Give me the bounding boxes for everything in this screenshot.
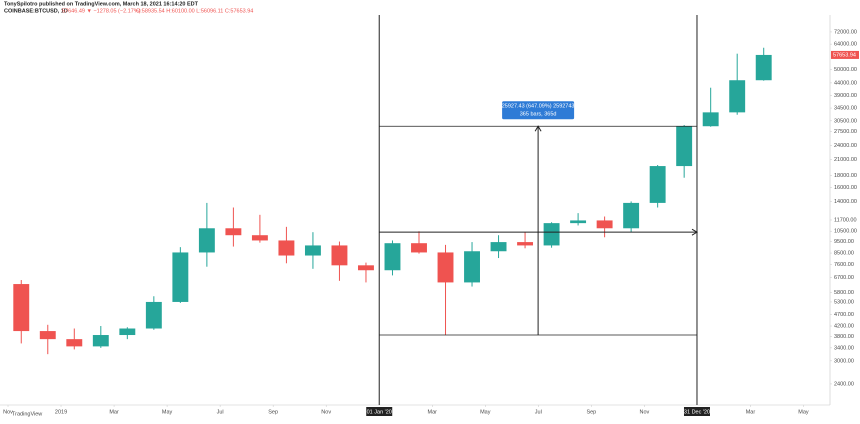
y-tick-label: 5300.00 (834, 299, 854, 305)
y-tick-label: 64000.00 (834, 42, 857, 48)
y-tick-label: 34500.00 (834, 106, 857, 112)
last-price-label: 57653.94 (833, 52, 856, 58)
x-tick-label: Nov (3, 409, 13, 415)
y-tick-label: 14000.00 (834, 199, 857, 205)
range-date-label: 01 Jan '20 (367, 409, 392, 415)
x-tick-label: Sep (268, 409, 278, 415)
x-tick-label: Mar (428, 409, 438, 415)
y-tick-label: 3800.00 (834, 334, 854, 340)
x-tick-label: Mar (746, 409, 756, 415)
range-date-label: 31 Dec '20 (684, 409, 710, 415)
candle-body (411, 243, 427, 253)
y-tick-label: 3000.00 (834, 358, 854, 364)
measure-bars: 365 bars, 365d (520, 112, 557, 118)
y-tick-label: 9500.00 (834, 239, 854, 245)
y-tick-label: 72000.00 (834, 29, 857, 35)
candle-body (702, 112, 719, 127)
x-tick-label: 2019 (55, 409, 67, 415)
candle-body (543, 223, 560, 246)
candle-body (304, 245, 321, 256)
candle-body (251, 235, 268, 241)
x-tick-label: May (798, 409, 809, 415)
candle-body (490, 242, 507, 252)
candle-body (649, 166, 666, 203)
brand: TradingView (12, 411, 42, 417)
x-tick-label: May (162, 409, 173, 415)
x-tick-label: May (480, 409, 491, 415)
candle-body (517, 242, 534, 246)
y-tick-label: 27500.00 (834, 129, 857, 135)
y-tick-label: 50000.00 (834, 67, 857, 73)
candle-body (464, 251, 480, 283)
y-tick-label: 4700.00 (834, 312, 854, 318)
range-date-box (366, 407, 393, 416)
x-tick-label: Jul (217, 409, 224, 415)
candle-body (172, 252, 189, 302)
y-tick-label: 3400.00 (834, 345, 854, 351)
candle-body (278, 240, 295, 256)
y-tick-label: 16000.00 (834, 185, 857, 191)
candle-body (39, 331, 56, 340)
measure-text: 25927.43 (647.09%) 2592743 (502, 104, 575, 110)
y-tick-label: 6700.00 (834, 275, 854, 281)
x-tick-label: Jul (535, 409, 542, 415)
time-arrow-head (691, 228, 698, 236)
y-tick-label: 18000.00 (834, 173, 857, 179)
candle-body (437, 252, 454, 283)
y-tick-label: 8500.00 (834, 251, 854, 257)
candle-body (676, 126, 693, 167)
x-tick-label: Mar (109, 409, 119, 415)
range-date-box (683, 407, 710, 416)
candle-body (198, 228, 215, 253)
candle-body (13, 284, 30, 332)
y-tick-label: 39000.00 (834, 93, 857, 99)
candle-body (358, 265, 374, 271)
y-tick-label: 4200.00 (834, 323, 854, 329)
y-tick-label: 5800.00 (834, 290, 854, 296)
x-tick-label: Sep (586, 409, 596, 415)
candle-body (145, 301, 162, 329)
y-tick-label: 24000.00 (834, 143, 857, 149)
y-tick-label: 44000.00 (834, 80, 857, 86)
ohlc: O:58935.54 H:60100.00 L:56096.11 C:57653… (136, 8, 253, 14)
candle-body (755, 54, 772, 81)
candle-body (384, 243, 401, 271)
y-tick-label: 10500.00 (834, 229, 857, 235)
y-tick-label: 11700.00 (834, 217, 857, 223)
candle-body (729, 80, 746, 113)
publisher: TonySpilotro published on TradingView.co… (4, 1, 199, 7)
candle-body (331, 245, 348, 266)
candle-body (92, 335, 109, 347)
candle-body (119, 328, 136, 336)
y-tick-label: 2400.00 (834, 381, 854, 387)
last-price-box (831, 50, 859, 59)
x-tick-label: Nov (639, 409, 649, 415)
y-tick-label: 7600.00 (834, 262, 854, 268)
x-tick-label: Nov (321, 409, 331, 415)
price-arrow-head (534, 125, 542, 132)
candle-body (570, 220, 587, 224)
quote: 57646.49 ▼ −1278.05 (−2.17%) (62, 8, 141, 14)
symbol: COINBASE:BTCUSD, 1D (4, 8, 68, 14)
candle-body (225, 228, 242, 236)
y-tick-label: 30500.00 (834, 118, 857, 124)
measure-box (502, 101, 575, 120)
candle-body (596, 220, 613, 229)
y-tick-label: 21000.00 (834, 157, 857, 163)
candle-body (623, 202, 640, 229)
candle-body (66, 339, 83, 347)
